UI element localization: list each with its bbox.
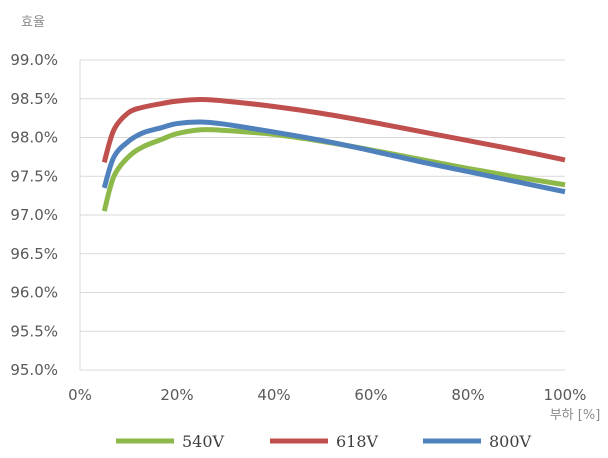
x-tick-label: 100% bbox=[544, 386, 587, 404]
x-tick-label: 0% bbox=[68, 386, 92, 404]
x-axis-title: 부하 [%] bbox=[550, 408, 601, 423]
x-tick-labels: 0% 20% 40% 60% 80% 100% bbox=[68, 386, 586, 404]
legend: 540V 618V 800V bbox=[116, 432, 532, 451]
x-tick-label: 60% bbox=[354, 386, 387, 404]
legend-label-618v: 618V bbox=[336, 432, 379, 451]
x-tick-label: 20% bbox=[160, 386, 193, 404]
series-line-618v bbox=[101, 97, 566, 164]
y-tick-label: 95.5% bbox=[10, 322, 58, 340]
legend-label-540v: 540V bbox=[182, 432, 225, 451]
y-tick-label: 97.0% bbox=[10, 206, 58, 224]
series-lines bbox=[101, 97, 566, 212]
y-tick-label: 96.5% bbox=[10, 245, 58, 263]
y-tick-label: 99.0% bbox=[10, 51, 58, 69]
y-tick-label: 96.0% bbox=[10, 284, 58, 302]
series-line-800v bbox=[101, 119, 566, 195]
legend-label-800v: 800V bbox=[489, 432, 532, 451]
y-tick-label: 98.0% bbox=[10, 129, 58, 147]
y-axis-title: 효율 bbox=[21, 15, 45, 30]
y-tick-label: 98.5% bbox=[10, 90, 58, 108]
y-tick-labels: 95.0% 95.5% 96.0% 96.5% 97.0% 97.5% 98.0% 98.5%… bbox=[10, 51, 58, 379]
x-tick-label: 80% bbox=[451, 386, 484, 404]
y-tick-label: 95.0% bbox=[10, 361, 58, 379]
y-tick-label: 97.5% bbox=[10, 167, 58, 185]
x-tick-label: 40% bbox=[257, 386, 290, 404]
series-line-540v bbox=[101, 127, 566, 212]
